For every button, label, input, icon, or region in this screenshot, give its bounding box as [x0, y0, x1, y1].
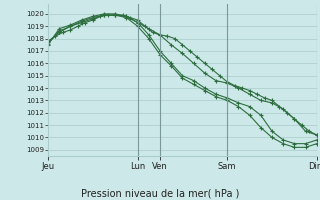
Text: Pression niveau de la mer( hPa ): Pression niveau de la mer( hPa ): [81, 188, 239, 198]
